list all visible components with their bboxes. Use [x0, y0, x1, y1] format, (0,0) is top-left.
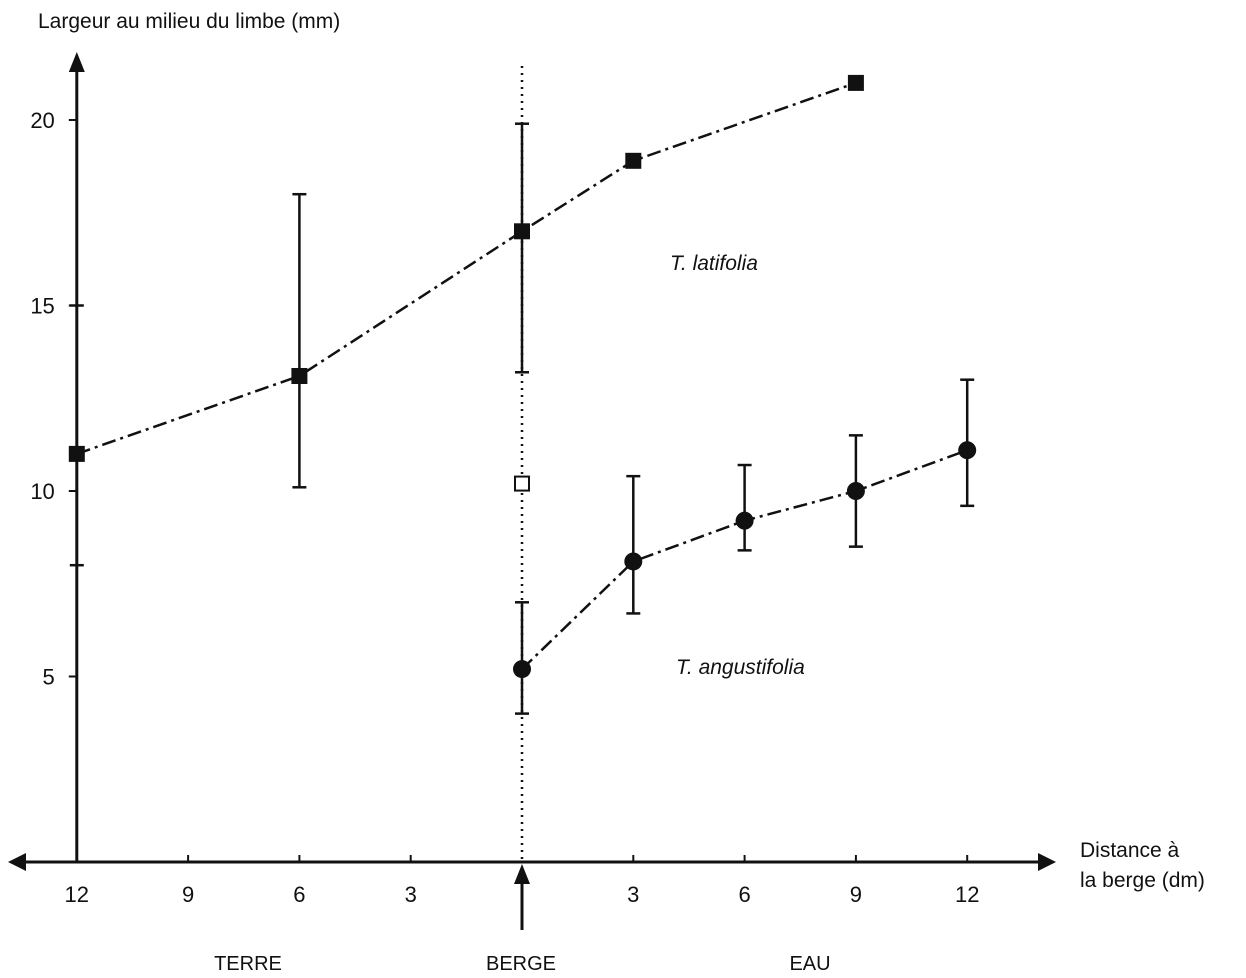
data-point-latifolia [847, 74, 864, 91]
x-tick-label: 12 [65, 882, 89, 907]
series-label-angustifolia: T. angustifolia [676, 656, 805, 679]
x-axis-title-line2: la berge (dm) [1080, 869, 1205, 892]
data-point-open-square [514, 475, 530, 492]
data-point-angustifolia [958, 441, 977, 460]
y-axis-arrow [68, 52, 85, 72]
data-point-latifolia [625, 152, 642, 169]
x-axis-arrow-right [1038, 853, 1056, 871]
y-axis-title: Largeur au milieu du limbe (mm) [38, 10, 340, 33]
x-tick-label: 6 [293, 882, 305, 907]
berge-arrow-head [514, 864, 530, 884]
zone-label-berge: BERGE [486, 953, 556, 975]
y-tick-label: 15 [30, 294, 54, 319]
data-point-angustifolia [624, 552, 643, 571]
x-tick-label: 6 [738, 882, 750, 907]
data-point-latifolia [68, 445, 85, 462]
series-label-latifolia: T. latifolia [670, 252, 758, 275]
x-tick-label: 9 [182, 882, 194, 907]
x-axis-arrow-left [8, 853, 26, 871]
y-tick-label: 5 [43, 665, 55, 690]
x-axis-title-line1: Distance à [1080, 839, 1180, 862]
zone-label-eau: EAU [789, 953, 830, 975]
x-tick-label: 3 [405, 882, 417, 907]
data-point-latifolia [291, 367, 308, 384]
plot-area: 5 10 15 20 12 9 6 3 3 6 9 12 [8, 52, 1056, 930]
y-tick-label: 10 [30, 479, 54, 504]
x-tick-label: 12 [955, 882, 979, 907]
x-tick-label: 3 [627, 882, 639, 907]
data-point-angustifolia [735, 511, 754, 530]
series-line-latifolia [76, 81, 857, 456]
data-point-angustifolia [513, 660, 531, 679]
x-tick-label: 9 [850, 882, 862, 907]
zone-label-terre: TERRE [214, 953, 282, 975]
y-tick-label: 20 [30, 108, 54, 133]
data-point-latifolia [514, 223, 530, 240]
data-point-angustifolia [846, 482, 865, 500]
